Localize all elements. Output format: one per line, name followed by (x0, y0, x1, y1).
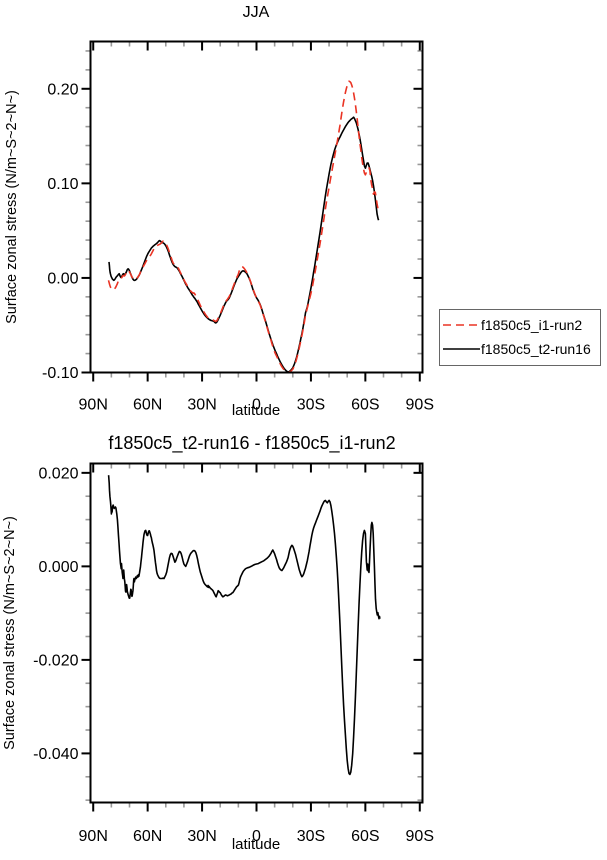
legend-box (439, 309, 601, 366)
x-tick-label: 30N (187, 397, 216, 414)
x-tick-label: 30S (297, 397, 325, 414)
x-tick-label: 90N (79, 397, 108, 414)
legend-label-1: f1850c5_t2-run16 (481, 341, 591, 357)
bottom-panel-title: f1850c5_t2-run16 - f1850c5_i1-run2 (108, 433, 395, 454)
plot-frame (89, 40, 424, 374)
bottom-y-axis-label: Surface zonal stress (N/m~S~2~N~) (2, 516, 18, 750)
top-panel-title: JJA (243, 4, 270, 21)
top-x-axis-label: latitude (232, 402, 280, 419)
x-tick-label: 90S (406, 397, 434, 414)
y-tick-label: 0.000 (38, 559, 78, 576)
series-f1850c5-i1-run2 (107, 80, 380, 373)
legend-label-0: f1850c5_i1-run2 (481, 317, 582, 333)
x-tick-label: 90N (79, 828, 108, 845)
y-tick-label: -0.020 (33, 652, 78, 669)
bottom-plot-area: 90N 60N 30N 0 30S 60S 90S 0.020 0.000 -0.020 -0.04… (33, 462, 434, 845)
x-tick-label: 60N (133, 397, 162, 414)
x-tick-label: 30S (297, 828, 325, 845)
plot-frame (89, 462, 424, 804)
y-tick-label: 0.00 (47, 270, 78, 287)
y-tick-label: 0.020 (38, 465, 78, 482)
legend: f1850c5_i1-run2 f1850c5_t2-run16 (439, 309, 601, 366)
x-tick-label: 90S (406, 828, 434, 845)
x-tick-label: 0 (252, 828, 261, 845)
series-f1850c5-t2-run16-minus-f1850c5-i1-run2 (107, 475, 381, 776)
bottom-x-axis-label: latitude (232, 836, 280, 853)
y-tick-label: 0.10 (47, 176, 78, 193)
y-tick-label: 0.20 (47, 81, 78, 98)
x-tick-label: 30N (187, 828, 216, 845)
x-tick-label: 60S (351, 397, 379, 414)
top-y-axis-label: Surface zonal stress (N/m~S~2~N~) (4, 90, 20, 324)
x-tick-label: 60S (351, 828, 379, 845)
y-tick-label: -0.040 (33, 746, 78, 763)
top-plot-area: 90N 60N 30N 0 30S 60S 90S 0.20 0.10 0.00 -0.10 (42, 40, 434, 414)
y-tick-label: -0.10 (42, 365, 79, 382)
x-tick-label: 0 (252, 397, 261, 414)
series-f1850c5-t2-run16 (108, 116, 380, 373)
x-tick-label: 60N (133, 828, 162, 845)
